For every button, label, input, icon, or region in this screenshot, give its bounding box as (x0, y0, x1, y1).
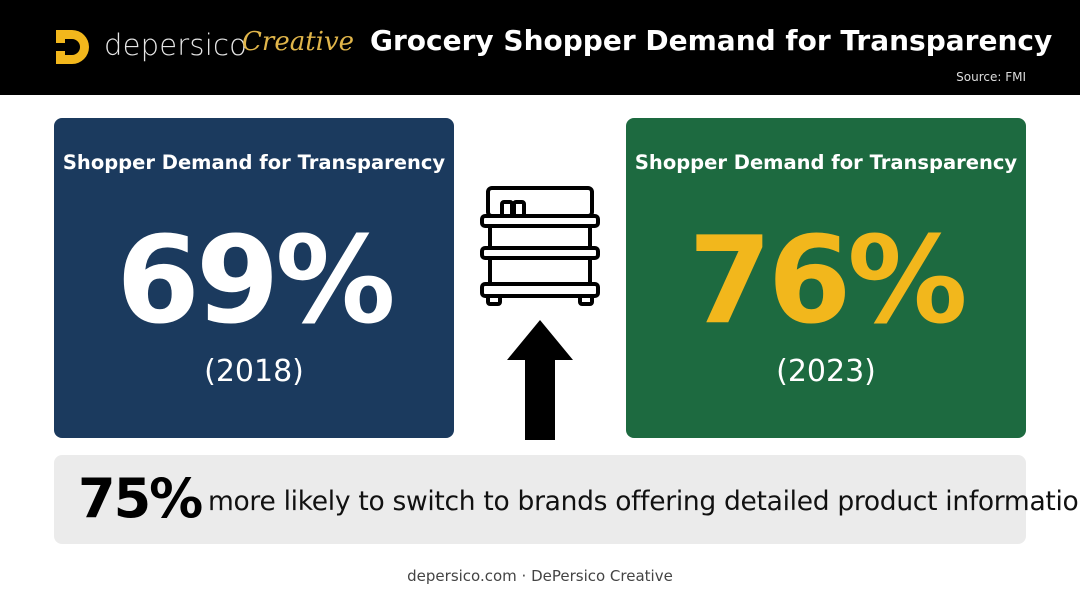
page-title: Grocery Shopper Demand for Transparency (370, 24, 1053, 57)
arrow-up-icon (507, 320, 573, 440)
source-note: Source: FMI (956, 70, 1026, 84)
logo-wordmark: depersico (104, 28, 248, 62)
logo-d-icon (56, 30, 89, 64)
footer-credit[interactable]: depersico.com · DePersico Creative (407, 567, 673, 585)
card-title: Shopper Demand for Transparency (634, 151, 1018, 174)
banner-number: 75% (78, 467, 203, 530)
card-value: 69% (116, 212, 395, 351)
brand-logo[interactable]: depersico Creative (52, 24, 355, 70)
highlight-banner: 75% more likely to switch to brands offe… (54, 455, 1080, 544)
header-bar: depersico Creative Grocery Shopper Deman… (0, 0, 1080, 95)
stat-card-2018: Shopper Demand for Transparency 69% (201… (54, 118, 454, 438)
card-year: (2018) (204, 354, 304, 389)
stat-card-2023: Shopper Demand for Transparency 76% (202… (626, 118, 1026, 438)
card-value: 76% (688, 212, 967, 351)
card-title: Shopper Demand for Transparency (62, 151, 446, 174)
shopping-cart-icon (480, 186, 600, 306)
logo-script: Creative (242, 27, 355, 57)
card-year: (2023) (776, 354, 876, 389)
banner-text: more likely to switch to brands offering… (208, 486, 1080, 517)
